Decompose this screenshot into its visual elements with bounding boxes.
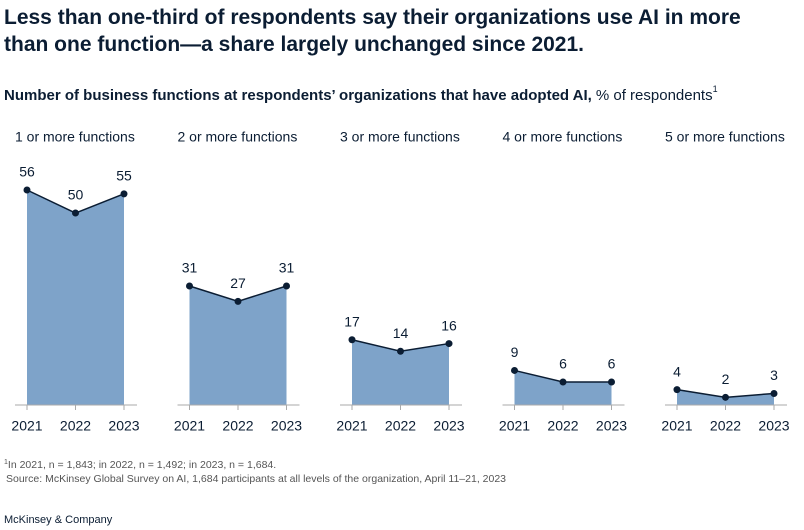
point [234,297,242,305]
subtitle-main: Number of business functions at responde… [4,87,592,104]
data-label: 31 [182,260,198,276]
footnote-text: In 2021, n = 1,843; in 2022, n = 1,492; … [8,459,276,471]
source: Source: McKinsey Global Survey on AI, 1,… [6,473,506,485]
data-label: 31 [279,260,295,276]
subtitle-note: 1 [713,84,718,94]
subtitle-unit: % of respondents [596,87,713,104]
data-label: 6 [559,356,567,372]
data-label: 2 [722,371,730,387]
panel-title: 4 or more functions [503,129,623,145]
point [511,366,518,374]
data-label: 55 [116,168,132,184]
x-tick-label: 2023 [271,418,302,434]
title: Less than one-third of respondents say t… [4,6,741,56]
x-tick-label: 2021 [336,418,367,434]
data-label: 4 [673,363,681,379]
x-tick-label: 2023 [596,418,627,434]
x-tick-label: 2021 [499,418,530,434]
data-label: 50 [68,187,84,203]
point [23,186,31,194]
panel-title: 1 or more functions [15,129,135,145]
point [72,209,79,217]
area [27,190,124,405]
subtitle: Number of business functions at responde… [4,84,718,104]
data-label: 6 [608,356,616,372]
x-tick-label: 2023 [433,418,464,434]
data-label: 56 [19,164,35,180]
point [120,190,128,198]
x-tick-label: 2021 [661,418,692,434]
data-label: 17 [344,313,360,329]
x-tick-label: 2022 [60,418,91,434]
point [770,389,778,397]
x-tick-label: 2022 [710,418,741,434]
data-label: 3 [770,367,778,383]
x-tick-label: 2022 [547,418,578,434]
x-tick-label: 2022 [385,418,416,434]
point [608,378,615,386]
point [397,347,404,355]
x-tick-label: 2021 [174,418,205,434]
x-tick-label: 2021 [11,418,42,434]
point [348,336,356,344]
point [673,386,681,394]
area [189,285,287,405]
footnote: 1In 2021, n = 1,843; in 2022, n = 1,492;… [4,459,276,471]
point [722,393,729,401]
point [445,340,453,348]
area [514,370,612,405]
x-tick-label: 2022 [222,418,253,434]
x-tick-label: 2023 [108,418,139,434]
point [186,282,193,290]
x-tick-label: 2023 [758,418,789,434]
data-label: 14 [393,325,409,341]
brand: McKinsey & Company [4,514,113,526]
footnote-marker: 1 [4,459,8,466]
panel-title: 5 or more functions [665,129,785,145]
panel-title: 2 or more functions [178,129,298,145]
panel-title: 3 or more functions [340,129,460,145]
title-line: Less than one-third of respondents say t… [4,6,741,29]
title-line: than one function—a share largely unchan… [4,33,584,56]
data-label: 9 [511,344,519,360]
point [283,282,290,290]
point [559,378,567,386]
data-label: 16 [441,317,457,333]
data-label: 27 [230,275,246,291]
area [352,339,449,405]
